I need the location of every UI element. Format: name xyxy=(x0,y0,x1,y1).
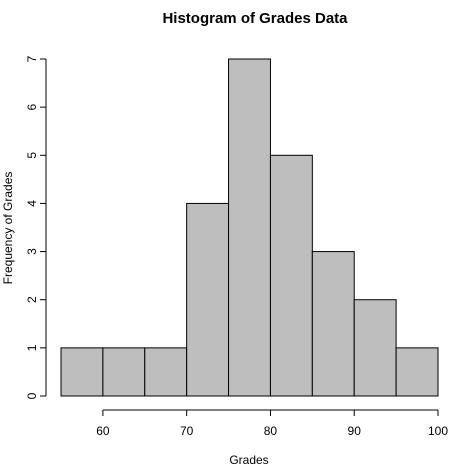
x-tick-label: 80 xyxy=(264,424,278,438)
x-tick-label: 70 xyxy=(180,424,194,438)
histogram-bar xyxy=(353,299,397,397)
y-tick-label: 0 xyxy=(25,392,39,399)
histogram-bar xyxy=(144,347,188,397)
x-axis: 60 70 80 90 100 xyxy=(96,409,448,438)
y-tick-label: 3 xyxy=(25,248,39,255)
y-tick-label: 1 xyxy=(25,344,39,351)
y-tick-label: 4 xyxy=(25,200,39,207)
histogram-bar xyxy=(60,347,104,397)
y-axis-label: Frequency of Grades xyxy=(1,172,15,285)
y-axis: 0 1 2 3 4 5 6 7 xyxy=(25,55,47,399)
histogram-bar xyxy=(186,202,230,397)
chart-title: Histogram of Grades Data xyxy=(162,10,348,27)
histogram-bar xyxy=(228,58,271,397)
bars-group xyxy=(60,58,439,397)
x-axis-label: Grades xyxy=(229,453,268,467)
x-tick-label: 100 xyxy=(428,424,448,438)
x-tick-label: 60 xyxy=(96,424,110,438)
y-tick-label: 2 xyxy=(25,296,39,303)
histogram-bar xyxy=(269,154,313,397)
y-tick-label: 6 xyxy=(25,103,39,110)
y-tick-label: 5 xyxy=(25,152,39,159)
histogram-bar xyxy=(102,347,146,397)
y-tick-label: 7 xyxy=(25,55,39,62)
histogram-bar xyxy=(311,251,355,397)
histogram-bar xyxy=(395,347,439,397)
x-tick-label: 90 xyxy=(348,424,362,438)
